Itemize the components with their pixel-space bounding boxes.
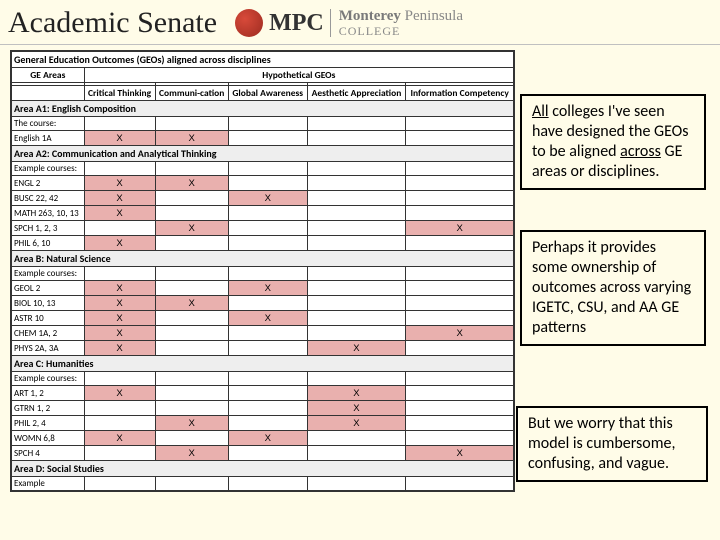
callout-2: Perhaps it provides some ownership of ou…	[520, 230, 706, 346]
logo: MPC Monterey Peninsula COLLEGE	[235, 9, 463, 37]
callout-1-underline-2: across	[620, 142, 661, 161]
logo-fulltext: Monterey Peninsula COLLEGE	[330, 9, 463, 37]
logo-abbr: MPC	[269, 10, 324, 37]
callout-1: All colleges I've seen have designed the…	[520, 94, 706, 190]
callout-3: But we worry that this model is cumberso…	[516, 406, 708, 482]
callout-1-underline-1: All	[532, 102, 549, 121]
header: Academic Senate MPC Monterey Peninsula C…	[0, 0, 720, 45]
page-title: Academic Senate	[8, 6, 217, 40]
geo-table: General Education Outcomes (GEOs) aligne…	[10, 50, 515, 492]
logo-icon	[235, 9, 263, 37]
